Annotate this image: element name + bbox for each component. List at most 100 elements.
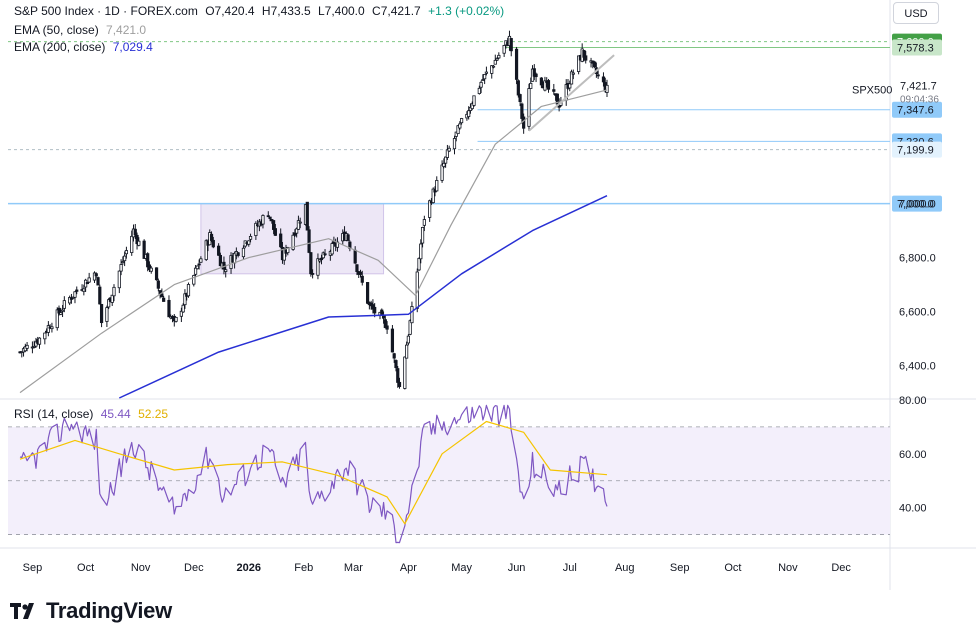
candle-body: [236, 252, 240, 256]
candle-body: [346, 234, 350, 241]
candle-body: [546, 80, 551, 90]
price-tick-1: 6,600.0: [899, 307, 936, 319]
candle-body: [456, 125, 460, 135]
rsi-line: [19, 404, 608, 544]
candle-body: [495, 58, 499, 61]
candle-body: [410, 306, 414, 324]
candle-body: [481, 79, 485, 82]
candle-body: [422, 219, 426, 226]
level-label-1: 7,578.3: [897, 42, 934, 54]
candle-body: [270, 219, 274, 222]
candle-body: [254, 222, 258, 236]
candle-body: [107, 299, 111, 308]
candle-body: [99, 303, 104, 324]
candle-body: [261, 215, 265, 225]
last-price-countdown: 09:04:36: [900, 95, 939, 106]
time-tick-8: May: [451, 562, 472, 574]
candle-body: [458, 123, 462, 129]
candle-body: [601, 76, 606, 83]
candle-body: [110, 294, 114, 303]
tradingview-logo[interactable]: TradingView: [10, 598, 172, 624]
ema200-line: [118, 195, 608, 399]
candle-body: [484, 71, 489, 74]
candle-body: [247, 240, 251, 245]
price-tick-2: 6,800.0: [899, 253, 936, 265]
candle-body: [403, 356, 407, 389]
candle-body: [539, 77, 543, 86]
candle-body: [135, 234, 139, 245]
candle-body: [147, 264, 152, 271]
candle-body: [142, 240, 146, 259]
ema50-legend[interactable]: EMA (50, close) 7,421.0: [14, 23, 146, 37]
candle-body: [316, 258, 320, 276]
candle-body: [75, 289, 79, 292]
candle-body: [272, 220, 276, 230]
level-label-2: 7,347.6: [897, 105, 934, 117]
candle-body: [121, 261, 125, 264]
candle-body: [444, 156, 448, 164]
candle-body: [117, 270, 121, 289]
candle-body: [167, 299, 171, 318]
candle-body: [445, 149, 449, 158]
candle-body: [286, 247, 290, 254]
candle-body: [211, 239, 215, 248]
candle-body: [569, 71, 574, 85]
candle-body: [419, 243, 423, 260]
candles: [18, 30, 609, 390]
candle-body: [295, 228, 299, 234]
open-value: O7,420.4: [205, 4, 255, 18]
level-label-bg-4: [892, 141, 942, 158]
high-value: H7,433.5: [261, 4, 311, 18]
chart-canvas[interactable]: 7,600.07,578.37,347.67,230.67,199.97,000…: [0, 0, 976, 590]
candle-body: [25, 344, 29, 349]
candle-body: [43, 332, 47, 340]
candle-body: [137, 240, 141, 246]
currency-button[interactable]: USD: [893, 2, 939, 24]
candle-body: [162, 297, 166, 302]
candle-body: [92, 272, 97, 281]
candle-body: [105, 307, 109, 322]
rsi-value: 45.44: [100, 407, 131, 421]
candle-body: [534, 73, 538, 78]
candle-body: [37, 337, 42, 345]
time-tick-13: Oct: [724, 562, 741, 574]
candle-body: [199, 258, 203, 263]
candle-body: [307, 229, 311, 253]
ema200-legend[interactable]: EMA (200, close) 7,029.4: [14, 40, 153, 54]
candle-body: [195, 265, 199, 270]
candle-body: [408, 320, 412, 335]
candle-body: [518, 94, 522, 103]
candle-body: [192, 275, 196, 285]
rsi-tick-2: 80.00: [899, 395, 927, 407]
time-tick-6: Mar: [344, 562, 363, 574]
candle-body: [98, 286, 102, 305]
rsi-ma-value: 52.25: [138, 407, 169, 421]
ema50-line: [19, 89, 608, 394]
candle-body: [490, 65, 494, 74]
candle-body: [124, 250, 129, 255]
candle-body: [248, 236, 253, 240]
level-label-bg-1: [892, 39, 942, 56]
rsi-legend[interactable]: RSI (14, close) 45.44 52.25: [14, 407, 168, 421]
candle-body: [133, 228, 137, 236]
symbol-legend: S&P 500 Index · 1D · FOREX.com O7,420.4 …: [14, 4, 504, 18]
candle-body: [431, 188, 435, 204]
candle-body: [50, 326, 54, 330]
level-label-4: 7,199.9: [897, 145, 934, 157]
candle-body: [179, 310, 183, 317]
candle-body: [296, 220, 301, 230]
candle-body: [529, 82, 533, 89]
candle-body: [373, 306, 377, 314]
candle-body: [358, 271, 363, 275]
candle-body: [596, 74, 600, 77]
candle-body: [266, 215, 270, 218]
candle-body: [514, 48, 519, 80]
candle-body: [383, 319, 387, 328]
candle-body: [154, 267, 159, 281]
candle-body: [291, 234, 295, 250]
candle-body: [293, 232, 297, 236]
symbol-name[interactable]: S&P 500 Index · 1D · FOREX.com: [14, 4, 198, 18]
candle-body: [241, 247, 246, 258]
candle-body: [181, 304, 185, 313]
level-label-5: 7,000.0: [897, 199, 934, 211]
